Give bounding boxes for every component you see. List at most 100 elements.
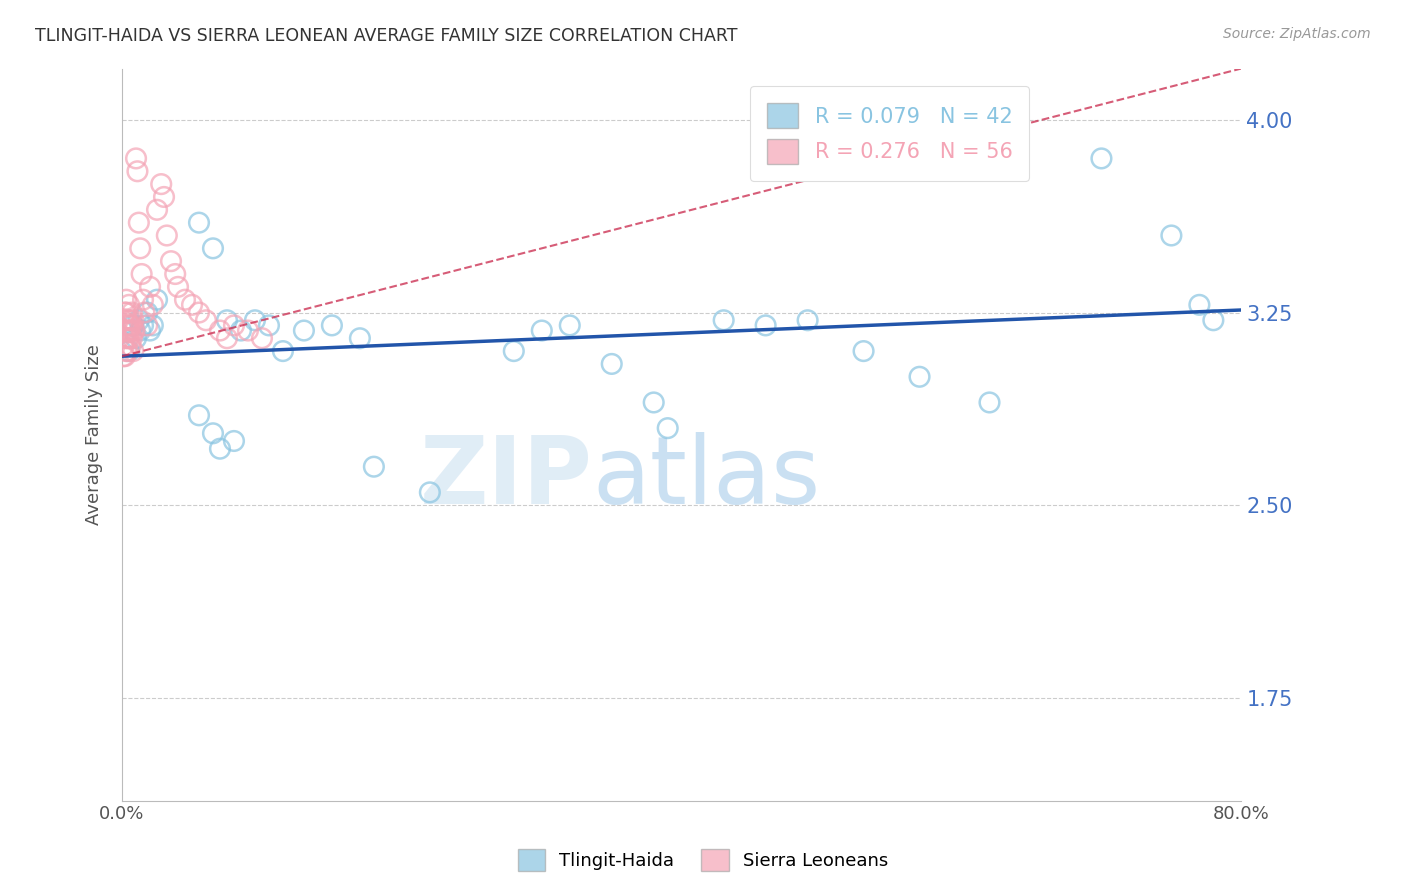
Point: [125, 152, 148, 166]
Text: atlas: atlas: [592, 433, 821, 524]
Point: [321, 318, 343, 333]
Point: [134, 305, 156, 319]
Point: [114, 331, 136, 345]
Point: [132, 318, 155, 333]
Point: [643, 395, 665, 409]
Point: [117, 324, 139, 338]
Point: [136, 318, 159, 333]
Point: [115, 324, 138, 338]
Point: [208, 324, 231, 338]
Point: [188, 305, 211, 319]
Point: [146, 202, 169, 217]
Point: [215, 331, 238, 345]
Point: [257, 318, 280, 333]
Point: [558, 318, 581, 333]
Point: [136, 305, 159, 319]
Point: [201, 426, 224, 441]
Point: [117, 344, 139, 359]
Point: [271, 344, 294, 359]
Point: [117, 331, 139, 345]
Point: [153, 190, 176, 204]
Point: [132, 293, 155, 307]
Point: [127, 164, 149, 178]
Point: [250, 331, 273, 345]
Point: [114, 349, 136, 363]
Point: [114, 318, 136, 333]
Point: [121, 305, 143, 319]
Point: [156, 228, 179, 243]
Point: [174, 293, 197, 307]
Point: [188, 409, 211, 423]
Point: [142, 298, 165, 312]
Point: [1202, 313, 1225, 327]
Point: [124, 324, 146, 338]
Point: [115, 305, 138, 319]
Point: [979, 395, 1001, 409]
Point: [122, 324, 145, 338]
Point: [118, 331, 141, 345]
Point: [120, 339, 142, 353]
Point: [363, 459, 385, 474]
Point: [208, 442, 231, 456]
Point: [118, 344, 141, 359]
Point: [146, 293, 169, 307]
Point: [215, 313, 238, 327]
Point: [120, 324, 142, 338]
Point: [142, 318, 165, 333]
Point: [139, 324, 162, 338]
Point: [122, 313, 145, 327]
Point: [1160, 228, 1182, 243]
Point: [128, 216, 150, 230]
Point: [115, 344, 138, 359]
Point: [243, 313, 266, 327]
Point: [165, 267, 187, 281]
Legend: Tlingit-Haida, Sierra Leoneans: Tlingit-Haida, Sierra Leoneans: [510, 842, 896, 879]
Point: [755, 318, 778, 333]
Text: TLINGIT-HAIDA VS SIERRA LEONEAN AVERAGE FAMILY SIZE CORRELATION CHART: TLINGIT-HAIDA VS SIERRA LEONEAN AVERAGE …: [35, 27, 738, 45]
Text: ZIP: ZIP: [419, 433, 592, 524]
Point: [129, 241, 152, 255]
Point: [121, 331, 143, 345]
Point: [530, 324, 553, 338]
Point: [222, 318, 245, 333]
Point: [201, 241, 224, 255]
Y-axis label: Average Family Size: Average Family Size: [86, 344, 103, 525]
Point: [117, 313, 139, 327]
Point: [122, 344, 145, 359]
Point: [181, 298, 204, 312]
Point: [349, 331, 371, 345]
Point: [120, 313, 142, 327]
Point: [1188, 298, 1211, 312]
Legend: R = 0.079   N = 42, R = 0.276   N = 56: R = 0.079 N = 42, R = 0.276 N = 56: [751, 87, 1029, 181]
Point: [600, 357, 623, 371]
Point: [292, 324, 315, 338]
Point: [713, 313, 735, 327]
Point: [121, 318, 143, 333]
Point: [122, 318, 145, 333]
Point: [118, 318, 141, 333]
Point: [160, 254, 183, 268]
Point: [236, 324, 259, 338]
Point: [195, 313, 218, 327]
Point: [188, 216, 211, 230]
Point: [128, 313, 150, 327]
Point: [112, 339, 135, 353]
Point: [118, 298, 141, 312]
Point: [229, 324, 252, 338]
Point: [125, 331, 148, 345]
Point: [908, 369, 931, 384]
Point: [115, 293, 138, 307]
Text: Source: ZipAtlas.com: Source: ZipAtlas.com: [1223, 27, 1371, 41]
Point: [131, 267, 153, 281]
Point: [150, 177, 173, 191]
Point: [167, 280, 190, 294]
Point: [118, 324, 141, 338]
Point: [222, 434, 245, 448]
Point: [657, 421, 679, 435]
Point: [852, 344, 875, 359]
Point: [1090, 152, 1112, 166]
Point: [112, 324, 135, 338]
Point: [114, 305, 136, 319]
Point: [502, 344, 524, 359]
Point: [112, 349, 135, 363]
